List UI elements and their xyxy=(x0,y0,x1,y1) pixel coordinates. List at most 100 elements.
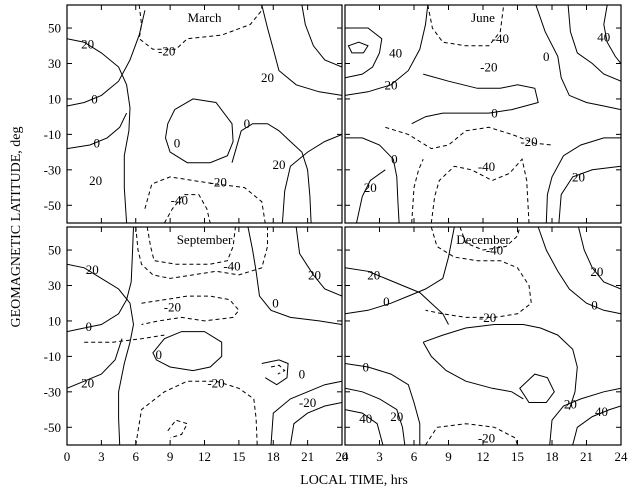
contour-label: 20 xyxy=(564,397,577,412)
contour-label: 40 xyxy=(597,29,610,44)
contour-line xyxy=(427,5,505,47)
contour-label: 20 xyxy=(572,169,585,184)
contour-line xyxy=(545,137,621,223)
x-tick-label: 15 xyxy=(511,449,524,464)
contour-label: -20 xyxy=(478,430,495,445)
contour-line xyxy=(270,364,286,375)
contour-line xyxy=(164,98,234,164)
contour-line xyxy=(67,263,135,445)
panels-group: 200020-200-20-4020020March4020-40-200020… xyxy=(66,4,622,446)
contour-line xyxy=(519,373,555,403)
contour-line xyxy=(459,227,521,251)
contour-line xyxy=(345,387,406,445)
contour-label: 20 xyxy=(81,37,94,52)
contour-line xyxy=(535,5,621,111)
y-tick-label: -10 xyxy=(44,349,61,364)
panel-title: March xyxy=(188,10,222,25)
y-tick-label: 30 xyxy=(48,56,61,71)
x-tick-label: 3 xyxy=(376,449,383,464)
contour-line xyxy=(345,267,449,325)
x-tick-label: 9 xyxy=(167,449,174,464)
contour-line xyxy=(425,227,532,318)
contour-label: 0 xyxy=(383,294,390,309)
contour-label: -20 xyxy=(207,376,224,391)
contour-line xyxy=(301,5,342,68)
contour-label: 20 xyxy=(367,267,380,282)
contour-label: 20 xyxy=(261,70,274,85)
contour-line xyxy=(345,409,384,445)
contour-line xyxy=(345,363,421,445)
contour-label: 20 xyxy=(385,77,398,92)
contour-line xyxy=(347,41,369,54)
contour-line xyxy=(281,133,342,223)
contour-label: 20 xyxy=(86,262,99,277)
contour-line xyxy=(84,334,165,343)
panel-march: 20 0 0 20 -20 0 -20 -40 20 0 20 March xyxy=(66,4,343,224)
y-tick-label: -30 xyxy=(44,162,61,177)
contour-label: 0 xyxy=(244,116,251,131)
x-tick-label: 0 xyxy=(64,449,71,464)
contour-line xyxy=(572,405,621,445)
contour-label: 20 xyxy=(308,267,321,282)
x-tick-label: 21 xyxy=(580,449,593,464)
x-tick-label: 15 xyxy=(232,449,245,464)
contour-label: 0 xyxy=(543,49,550,64)
x-tick-label: 18 xyxy=(267,449,280,464)
contour-label: 20 xyxy=(390,409,403,424)
x-tick-label: 24 xyxy=(336,449,350,464)
contour-label: -40 xyxy=(223,259,240,274)
contour-line xyxy=(430,158,530,223)
x-tick-label: 24 xyxy=(615,449,629,464)
x-tick-label: 9 xyxy=(445,449,452,464)
contour-line xyxy=(385,126,553,150)
contour-line xyxy=(345,27,383,79)
panel-june: 40 20 -40 -20 0 0 20 -20 -40 0 40 20 June xyxy=(344,4,622,224)
contour-line xyxy=(422,341,524,400)
panel-contours: 20 0 20 -40 -20 0 -20 0 20 0 -20 xyxy=(67,227,342,445)
contour-line xyxy=(135,380,258,445)
contour-line xyxy=(411,159,424,223)
contour-line xyxy=(261,359,289,386)
x-tick-label: 6 xyxy=(411,449,418,464)
y-tick-label: 30 xyxy=(48,278,61,293)
contour-line xyxy=(345,5,429,96)
contour-label: 20 xyxy=(89,173,102,188)
y-tick-label: 50 xyxy=(48,21,61,36)
contour-line xyxy=(67,112,128,150)
contour-label: 0 xyxy=(391,152,398,167)
y-tick-label: 10 xyxy=(48,91,61,106)
panel-contours: 40 20 -40 -20 0 0 20 -20 -40 0 40 20 xyxy=(345,5,621,223)
x-axis-label: LOCAL TIME, hrs xyxy=(300,473,408,488)
y-tick-label: -30 xyxy=(44,384,61,399)
contour-line xyxy=(152,331,223,372)
contour-label: 0 xyxy=(272,296,279,311)
y-axis-label: GEOMAGNETIC LATITUDE, deg xyxy=(9,126,24,327)
contour-line xyxy=(356,169,386,223)
contour-label: -20 xyxy=(520,134,537,149)
x-tick-label: 3 xyxy=(98,449,105,464)
contour-label: -20 xyxy=(164,299,181,314)
contour-label: 0 xyxy=(491,106,498,121)
contour-label: 20 xyxy=(81,376,94,391)
y-tick-label: -50 xyxy=(44,420,61,435)
contour-label: 0 xyxy=(86,319,93,334)
contour-label: 40 xyxy=(389,45,402,60)
contour-line xyxy=(549,387,621,445)
contour-line xyxy=(146,227,236,265)
contour-line xyxy=(67,338,123,389)
contour-line xyxy=(167,419,189,439)
x-tick-label: 6 xyxy=(133,449,140,464)
panel-frame xyxy=(66,4,343,224)
contour-line xyxy=(345,137,400,223)
panel-contours: 20 0 0 20 -20 0 -20 -40 20 0 20 xyxy=(67,5,342,223)
contour-label: 40 xyxy=(595,404,608,419)
panel-frame xyxy=(66,226,343,446)
contour-line xyxy=(423,324,578,410)
y-tick-label: -50 xyxy=(44,198,61,213)
panel-frame xyxy=(344,226,622,446)
contour-label: 0 xyxy=(174,136,181,151)
contour-label: 0 xyxy=(591,298,598,313)
